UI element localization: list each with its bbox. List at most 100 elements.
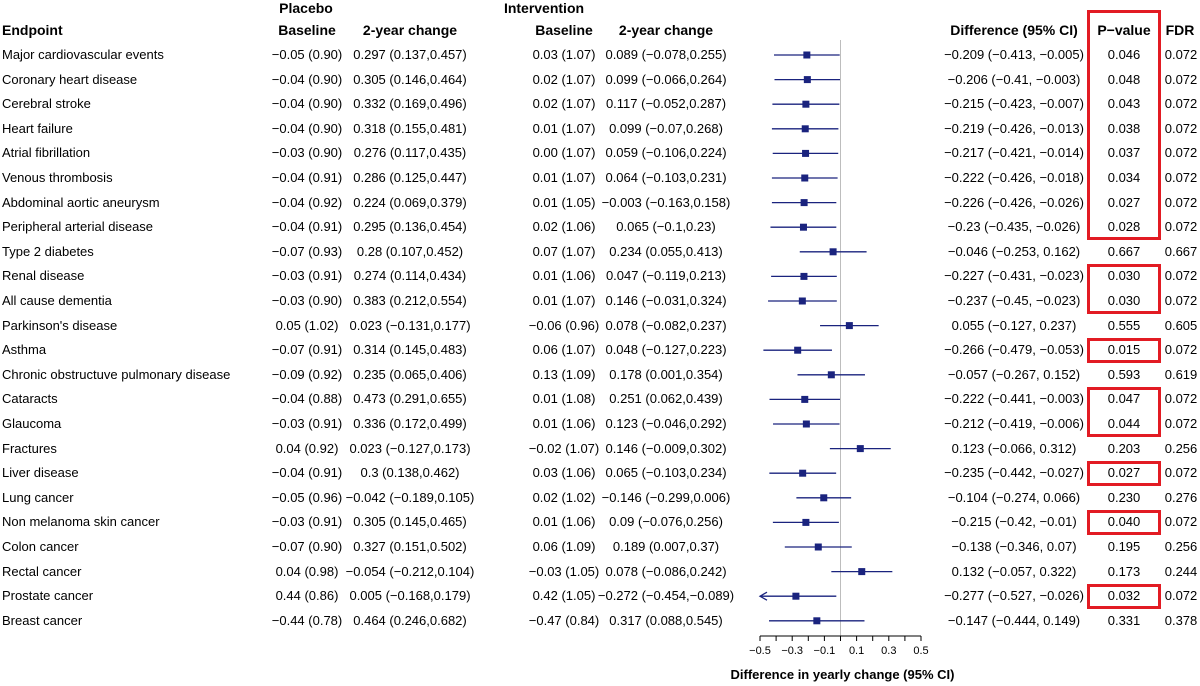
fdr-cell: 0.072 [1164, 293, 1198, 308]
fdr-cell: 0.072 [1164, 47, 1198, 62]
pvalue-cell: 0.230 [1107, 489, 1141, 505]
placebo-change-cell: 0.023 (−0.131,0.177) [349, 317, 471, 333]
placebo-baseline-cell: −0.44 (0.78) [271, 612, 343, 628]
placebo-change-cell: 0.336 (0.172,0.499) [353, 416, 467, 431]
point-estimate [792, 592, 800, 600]
point-estimate [801, 125, 809, 133]
intervention-change-cell: −0.272 (−0.454,−0.089) [597, 588, 735, 604]
difference-cell: −0.217 (−0.421, −0.014) [944, 145, 1084, 161]
pvalue-highlight-box [1087, 10, 1161, 241]
fdr-cell: 0.072 [1164, 120, 1198, 136]
difference-cell: −0.222 (−0.441, −0.003) [944, 391, 1084, 407]
x-tick-label: 0.3 [881, 645, 896, 657]
intervention-change-cell: 0.117 (−0.052,0.287) [605, 96, 727, 112]
difference-cell: −0.138 (−0.346, 0.07) [951, 539, 1077, 554]
intervention-change-cell: 0.059 (−0.106,0.224) [605, 145, 727, 161]
placebo-baseline-cell: −0.04 (0.90) [271, 120, 343, 136]
placebo-baseline-cell: −0.04 (0.91) [271, 465, 343, 481]
intervention-baseline-cell: 0.01 (1.06) [532, 416, 596, 431]
intervention-baseline-cell: 0.01 (1.05) [532, 194, 596, 210]
placebo-baseline-cell: −0.04 (0.88) [271, 391, 343, 407]
fdr-cell: 0.072 [1164, 96, 1198, 112]
intervention-change-cell: 0.089 (−0.078,0.255) [605, 47, 727, 62]
intervention-change-cell: 0.099 (−0.066,0.264) [605, 71, 727, 87]
placebo-change-cell: 0.276 (0.117,0.435) [353, 145, 467, 161]
placebo-baseline-cell: −0.07 (0.90) [271, 539, 343, 554]
fdr-cell: 0.072 [1164, 268, 1198, 284]
point-estimate [802, 420, 810, 428]
fdr-cell: 0.605 [1164, 317, 1198, 333]
pvalue-cell: 0.046 [1107, 47, 1141, 62]
intervention-baseline-cell: 0.07 (1.07) [532, 243, 596, 259]
placebo-change-cell: 0.473 (0.291,0.655) [353, 391, 467, 407]
intervention-baseline-cell: 0.00 (1.07) [532, 145, 596, 161]
placebo-baseline-cell: −0.04 (0.91) [271, 170, 343, 185]
placebo-baseline-cell: −0.03 (0.91) [271, 268, 343, 284]
fdr-cell: 0.244 [1164, 563, 1198, 579]
endpoint-label: Heart failure [2, 120, 73, 136]
intervention-baseline-cell: −0.03 (1.05) [528, 563, 600, 579]
endpoint-label: Coronary heart disease [2, 71, 138, 87]
endpoint-label: Type 2 diabetes [2, 243, 94, 259]
placebo-baseline-cell: 0.05 (1.02) [275, 317, 339, 333]
point-estimate [802, 149, 810, 157]
fdr-cell: 0.072 [1164, 465, 1198, 481]
endpoint-label: Cataracts [2, 391, 58, 407]
pvalue-cell: 0.044 [1107, 416, 1141, 431]
placebo-baseline-cell: −0.03 (0.91) [271, 416, 343, 431]
header-intervention: Intervention [503, 0, 585, 16]
intervention-change-cell: 0.048 (−0.127,0.223) [605, 342, 727, 358]
fdr-cell: 0.256 [1164, 440, 1198, 456]
pvalue-cell: 0.195 [1107, 539, 1141, 554]
placebo-baseline-cell: 0.04 (0.92) [275, 440, 339, 456]
placebo-change-cell: 0.023 (−0.127,0.173) [349, 440, 471, 456]
pvalue-cell: 0.047 [1107, 391, 1141, 407]
placebo-change-cell: 0.295 (0.136,0.454) [353, 219, 467, 235]
endpoint-label: Venous thrombosis [2, 170, 113, 185]
intervention-change-cell: 0.146 (−0.031,0.324) [605, 293, 727, 308]
pvalue-cell: 0.593 [1107, 366, 1141, 382]
difference-cell: −0.226 (−0.426, −0.026) [944, 194, 1084, 210]
intervention-change-cell: 0.09 (−0.076,0.256) [609, 514, 723, 530]
placebo-baseline-cell: 0.44 (0.86) [275, 588, 339, 604]
x-tick-label: −0.5 [749, 645, 771, 657]
difference-cell: −0.209 (−0.413, −0.005) [944, 47, 1084, 62]
endpoint-label: Liver disease [2, 465, 79, 481]
intervention-baseline-cell: 0.01 (1.06) [532, 268, 596, 284]
header-difference: Difference (95% CI) [950, 22, 1078, 38]
header-pvalue: P−value [1097, 22, 1151, 38]
pvalue-cell: 0.015 [1107, 342, 1141, 358]
placebo-change-cell: 0.297 (0.137,0.457) [353, 47, 467, 62]
intervention-change-cell: 0.234 (0.055,0.413) [609, 243, 723, 259]
point-estimate [827, 371, 835, 379]
pvalue-cell: 0.030 [1107, 268, 1141, 284]
header-intervention-baseline: Baseline [535, 22, 593, 38]
intervention-change-cell: 0.099 (−0.07,0.268) [609, 120, 723, 136]
placebo-change-cell: 0.314 (0.145,0.483) [353, 342, 467, 358]
pvalue-cell: 0.027 [1107, 465, 1141, 481]
intervention-change-cell: 0.123 (−0.046,0.292) [605, 416, 727, 431]
difference-cell: −0.227 (−0.431, −0.023) [944, 268, 1084, 284]
fdr-cell: 0.276 [1164, 489, 1198, 505]
difference-cell: 0.123 (−0.066, 0.312) [951, 440, 1077, 456]
endpoint-label: Peripheral arterial disease [2, 219, 154, 235]
pvalue-highlight-box [1087, 461, 1161, 487]
fdr-cell: 0.072 [1164, 588, 1198, 604]
point-estimate [800, 272, 808, 280]
difference-cell: −0.219 (−0.426, −0.013) [944, 120, 1084, 136]
pvalue-cell: 0.038 [1107, 120, 1141, 136]
endpoint-label: Breast cancer [2, 612, 83, 628]
fdr-cell: 0.072 [1164, 342, 1198, 358]
x-tick-label: 0.1 [849, 645, 864, 657]
endpoint-label: Atrial fibrillation [2, 145, 91, 161]
fdr-cell: 0.072 [1164, 194, 1198, 210]
intervention-baseline-cell: 0.01 (1.07) [532, 293, 596, 308]
header-fdr: FDR [1165, 22, 1195, 38]
intervention-baseline-cell: 0.02 (1.02) [532, 489, 596, 505]
placebo-change-cell: 0.235 (0.065,0.406) [353, 366, 467, 382]
difference-cell: −0.23 (−0.435, −0.026) [947, 219, 1081, 235]
placebo-change-cell: 0.318 (0.155,0.481) [353, 120, 467, 136]
intervention-baseline-cell: 0.42 (1.05) [532, 588, 596, 604]
difference-cell: −0.237 (−0.45, −0.023) [947, 293, 1081, 308]
